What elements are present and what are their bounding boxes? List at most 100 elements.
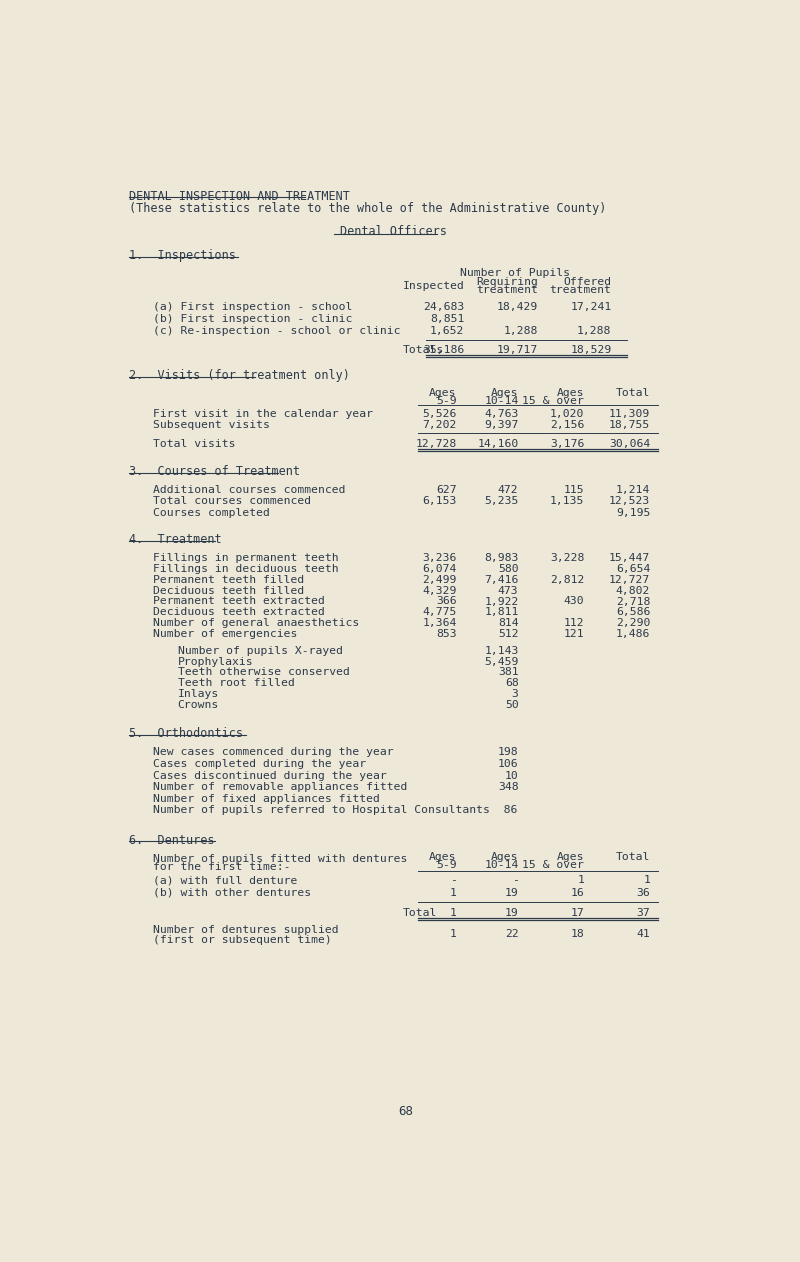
- Text: for the first time:-: for the first time:-: [153, 862, 290, 872]
- Text: (c) Re-inspection - school or clinic: (c) Re-inspection - school or clinic: [153, 327, 400, 336]
- Text: 3.  Courses of Treatment: 3. Courses of Treatment: [130, 464, 301, 478]
- Text: Cases discontinued during the year: Cases discontinued during the year: [153, 771, 386, 780]
- Text: Inspected: Inspected: [402, 281, 464, 290]
- Text: 4,802: 4,802: [616, 586, 650, 596]
- Text: Deciduous teeth filled: Deciduous teeth filled: [153, 586, 304, 596]
- Text: Cases completed during the year: Cases completed during the year: [153, 758, 366, 769]
- Text: 18,429: 18,429: [497, 302, 538, 312]
- Text: 1,214: 1,214: [616, 485, 650, 495]
- Text: 68: 68: [505, 678, 518, 688]
- Text: 1,143: 1,143: [484, 646, 518, 656]
- Text: 1,922: 1,922: [484, 597, 518, 607]
- Text: -: -: [512, 876, 518, 885]
- Text: (These statistics relate to the whole of the Administrative County): (These statistics relate to the whole of…: [130, 202, 607, 216]
- Text: 627: 627: [436, 485, 457, 495]
- Text: 5.  Orthodontics: 5. Orthodontics: [130, 727, 243, 741]
- Text: Ages: Ages: [491, 852, 518, 862]
- Text: 1: 1: [450, 907, 457, 917]
- Text: treatment: treatment: [476, 285, 538, 294]
- Text: 8,983: 8,983: [484, 553, 518, 563]
- Text: 35,186: 35,186: [423, 345, 464, 355]
- Text: Additional courses commenced: Additional courses commenced: [153, 485, 346, 495]
- Text: Ages: Ages: [429, 387, 457, 398]
- Text: 7,202: 7,202: [422, 420, 457, 430]
- Text: 3,176: 3,176: [550, 439, 584, 449]
- Text: 10: 10: [505, 771, 518, 780]
- Text: 2,812: 2,812: [550, 575, 584, 586]
- Text: (b) First inspection - clinic: (b) First inspection - clinic: [153, 314, 352, 324]
- Text: 30,064: 30,064: [609, 439, 650, 449]
- Text: 1,652: 1,652: [430, 327, 464, 336]
- Text: Deciduous teeth extracted: Deciduous teeth extracted: [153, 607, 325, 617]
- Text: -: -: [450, 876, 457, 885]
- Text: 12,523: 12,523: [609, 496, 650, 506]
- Text: Number of general anaesthetics: Number of general anaesthetics: [153, 618, 359, 628]
- Text: 5,526: 5,526: [422, 409, 457, 419]
- Text: 6.  Dentures: 6. Dentures: [130, 834, 215, 847]
- Text: 473: 473: [498, 586, 518, 596]
- Text: 5,235: 5,235: [484, 496, 518, 506]
- Text: (a) First inspection - school: (a) First inspection - school: [153, 302, 352, 312]
- Text: 1: 1: [578, 876, 584, 885]
- Text: 1,288: 1,288: [577, 327, 611, 336]
- Text: Total: Total: [616, 387, 650, 398]
- Text: 3,236: 3,236: [422, 553, 457, 563]
- Text: 1,135: 1,135: [550, 496, 584, 506]
- Text: (b) with other dentures: (b) with other dentures: [153, 887, 311, 897]
- Text: treatment: treatment: [550, 285, 611, 294]
- Text: 1,364: 1,364: [422, 618, 457, 628]
- Text: 4,775: 4,775: [422, 607, 457, 617]
- Text: 2,499: 2,499: [422, 575, 457, 586]
- Text: 348: 348: [498, 782, 518, 793]
- Text: Totals: Totals: [402, 345, 443, 355]
- Text: 2.  Visits (for treatment only): 2. Visits (for treatment only): [130, 370, 350, 382]
- Text: 12,727: 12,727: [609, 575, 650, 586]
- Text: 106: 106: [498, 758, 518, 769]
- Text: 18: 18: [570, 929, 584, 939]
- Text: New cases commenced during the year: New cases commenced during the year: [153, 747, 394, 757]
- Text: Ages: Ages: [557, 852, 584, 862]
- Text: Number of emergencies: Number of emergencies: [153, 628, 297, 639]
- Text: 17,241: 17,241: [570, 302, 611, 312]
- Text: Teeth otherwise conserved: Teeth otherwise conserved: [178, 668, 350, 678]
- Text: 15 & over: 15 & over: [522, 395, 584, 405]
- Text: Subsequent visits: Subsequent visits: [153, 420, 270, 430]
- Text: 10-14: 10-14: [484, 859, 518, 870]
- Text: (a) with full denture: (a) with full denture: [153, 876, 297, 885]
- Text: 1,020: 1,020: [550, 409, 584, 419]
- Text: Fillings in permanent teeth: Fillings in permanent teeth: [153, 553, 338, 563]
- Text: 121: 121: [564, 628, 584, 639]
- Text: 580: 580: [498, 564, 518, 574]
- Text: 381: 381: [498, 668, 518, 678]
- Text: Total visits: Total visits: [153, 439, 235, 449]
- Text: Permanent teeth extracted: Permanent teeth extracted: [153, 597, 325, 607]
- Text: 9,397: 9,397: [484, 420, 518, 430]
- Text: 41: 41: [637, 929, 650, 939]
- Text: 36: 36: [637, 887, 650, 897]
- Text: 6,586: 6,586: [616, 607, 650, 617]
- Text: Ages: Ages: [557, 387, 584, 398]
- Text: 115: 115: [564, 485, 584, 495]
- Text: 4,329: 4,329: [422, 586, 457, 596]
- Text: (first or subsequent time): (first or subsequent time): [153, 935, 331, 944]
- Text: 17: 17: [570, 907, 584, 917]
- Text: 15,447: 15,447: [609, 553, 650, 563]
- Text: Number of fixed appliances fitted: Number of fixed appliances fitted: [153, 794, 379, 804]
- Text: Number of pupils referred to Hospital Consultants  86: Number of pupils referred to Hospital Co…: [153, 805, 517, 815]
- Text: 6,074: 6,074: [422, 564, 457, 574]
- Text: Inlays: Inlays: [178, 689, 218, 699]
- Text: 3,228: 3,228: [550, 553, 584, 563]
- Text: 112: 112: [564, 618, 584, 628]
- Text: Permanent teeth filled: Permanent teeth filled: [153, 575, 304, 586]
- Text: 8,851: 8,851: [430, 314, 464, 324]
- Text: 22: 22: [505, 929, 518, 939]
- Text: Requiring: Requiring: [476, 276, 538, 286]
- Text: 16: 16: [570, 887, 584, 897]
- Text: 1.  Inspections: 1. Inspections: [130, 249, 236, 262]
- Text: Number of removable appliances fitted: Number of removable appliances fitted: [153, 782, 407, 793]
- Text: 3: 3: [512, 689, 518, 699]
- Text: 11,309: 11,309: [609, 409, 650, 419]
- Text: 4.  Treatment: 4. Treatment: [130, 534, 222, 546]
- Text: 1: 1: [450, 929, 457, 939]
- Text: First visit in the calendar year: First visit in the calendar year: [153, 409, 373, 419]
